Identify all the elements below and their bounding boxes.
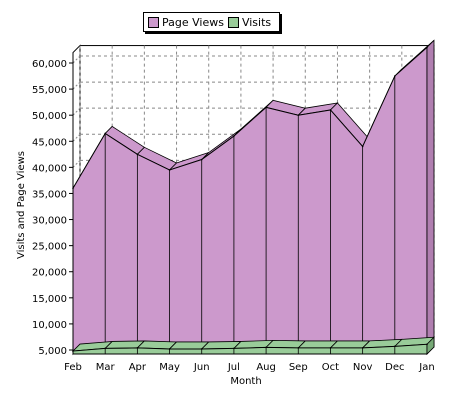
x-tick-label-jun: Jun: [193, 362, 210, 373]
x-axis-ticks: Feb Mar Apr May Jun Jul Aug Sep Oct Nov Dec Jan: [64, 362, 435, 373]
gridline-side: [72, 55, 81, 64]
page-views-point-sep: [297, 114, 300, 116]
visits-point-dec: [394, 345, 396, 348]
page-views-point-mar: [104, 132, 106, 135]
page-views-point-oct: [329, 109, 332, 111]
legend-swatch-page-views: [148, 16, 159, 28]
page-views-point-nov: [361, 145, 364, 148]
page-views-point-jul: [233, 135, 235, 137]
x-tick-label-jan: Jan: [418, 362, 434, 373]
visits-point-apr: [136, 347, 139, 349]
plot-areas: [71, 39, 436, 355]
y-tick-label: 30,000: [32, 216, 67, 227]
visits-point-jul: [233, 347, 235, 350]
x-tick-label-oct: Oct: [322, 362, 339, 373]
legend: Page Views Visits: [143, 12, 280, 32]
x-tick-label-feb: Feb: [64, 362, 82, 373]
y-tick-label: 5,000: [38, 346, 67, 357]
x-tick-label-sep: Sep: [289, 362, 308, 373]
visits-point-may: [168, 348, 171, 350]
page-views-point-aug: [265, 106, 267, 109]
x-axis-label: Month: [230, 376, 261, 387]
visits-point-jan: [426, 343, 428, 346]
legend-item-visits: Visits: [227, 15, 272, 29]
x-tick-label-mar: Mar: [96, 362, 116, 373]
page-views-area: [72, 46, 428, 355]
visits-point-mar: [104, 347, 106, 350]
visits-point-sep: [297, 347, 300, 349]
page-views-point-jun: [200, 158, 203, 161]
gridline-side: [72, 107, 81, 116]
page-views-end-face: [426, 39, 435, 355]
y-tick-label: 25,000: [32, 242, 67, 253]
visits-end-face: [426, 336, 435, 355]
y-tick-label: 35,000: [32, 189, 67, 200]
x-tick-label-may: May: [159, 362, 180, 373]
legend-label-page-views: Page Views: [162, 15, 224, 29]
y-tick-label: 50,000: [32, 111, 67, 122]
y-tick-label: 55,000: [32, 85, 67, 96]
x-tick-label-jul: Jul: [227, 362, 240, 373]
legend-item-page-views: Page Views: [148, 16, 224, 29]
y-tick-label: 60,000: [32, 59, 67, 70]
y-tick-label: 45,000: [32, 137, 67, 148]
y-axis-label: Visits and Page Views: [16, 151, 27, 259]
page-views-point-dec: [394, 75, 396, 77]
visits-point-aug: [265, 346, 267, 349]
y-tick-label: 20,000: [32, 268, 67, 279]
page-views-point-jan: [426, 46, 428, 49]
legend-label-visits: Visits: [241, 15, 272, 29]
gridline-side: [72, 160, 81, 168]
page-views-point-may: [168, 169, 171, 171]
y-tick-label: 40,000: [32, 163, 67, 174]
y-tick-label: 15,000: [32, 294, 67, 305]
legend-swatch-visits: [227, 16, 239, 28]
visits-point-nov: [361, 347, 364, 349]
y-tick-label: 10,000: [32, 320, 67, 331]
x-tick-label-dec: Dec: [385, 362, 404, 373]
visits-point-oct: [329, 347, 332, 349]
x-tick-label-aug: Aug: [256, 362, 276, 373]
visits-point-jun: [200, 348, 203, 350]
page-views-point-apr: [136, 153, 139, 156]
y-axis-ticks: 5,000 10,000 15,000 20,000 25,000 30,000 35,00…: [32, 59, 73, 357]
x-tick-label-nov: Nov: [353, 362, 373, 373]
gridline-side: [72, 133, 81, 142]
gridline-side: [72, 81, 81, 90]
x-tick-label-apr: Apr: [129, 362, 147, 373]
